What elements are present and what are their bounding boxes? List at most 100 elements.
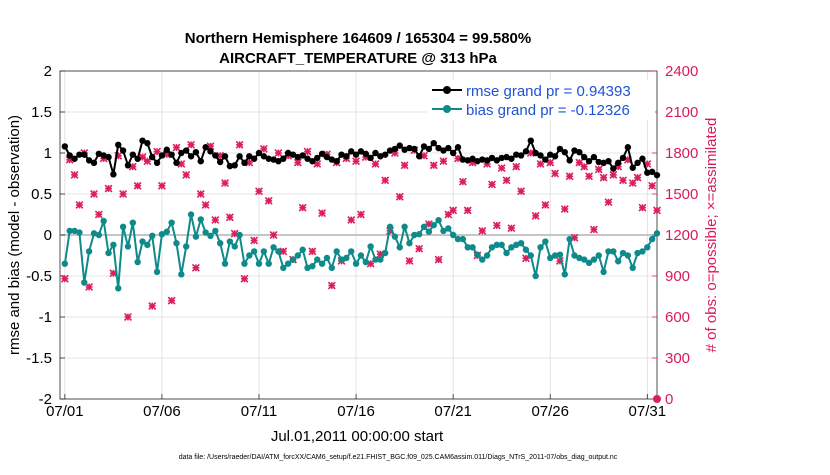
obs-marker <box>604 198 613 207</box>
bias-point <box>250 248 258 255</box>
rmse-point <box>367 154 374 162</box>
bias-point <box>173 240 180 247</box>
rmse-point <box>202 144 209 151</box>
obs-marker <box>594 165 603 174</box>
bias-point <box>469 244 476 251</box>
rmse-point <box>236 153 243 160</box>
bias-point <box>614 258 622 265</box>
y2-tick-label: 1200 <box>665 227 698 244</box>
obs-marker <box>478 226 487 235</box>
rmse-point <box>648 168 656 176</box>
rmse-point <box>95 150 103 158</box>
bias-point <box>338 256 345 263</box>
rmse-point <box>547 151 554 158</box>
bias-point <box>634 249 641 257</box>
obs-marker <box>458 177 467 186</box>
y2-tick-label: 900 <box>665 268 690 285</box>
y2-tick-label: 0 <box>665 391 673 408</box>
rmse-point <box>483 157 491 164</box>
obs-marker <box>434 255 443 264</box>
bias-point <box>192 233 200 240</box>
bias-point <box>144 241 151 249</box>
y2-tick-label: 1800 <box>665 145 698 162</box>
bias-point <box>115 285 122 292</box>
obs-marker <box>400 161 409 170</box>
x-tick-label: 07/21 <box>434 403 472 420</box>
rmse-point <box>260 153 268 160</box>
rmse-point <box>318 150 326 158</box>
rmse-point <box>445 144 452 152</box>
x-tick-label: 07/26 <box>531 403 569 420</box>
y-axis-label: rmse and bias (model - observation) <box>6 115 23 355</box>
bias-point <box>149 232 156 240</box>
obs-marker <box>580 162 589 171</box>
obs-marker <box>352 157 361 166</box>
bias-point <box>522 246 530 253</box>
rmse-point <box>566 157 573 164</box>
bias-point <box>304 264 311 271</box>
bias-point <box>333 248 340 255</box>
bias-point <box>352 260 360 267</box>
bias-point <box>226 238 234 245</box>
bias-point <box>372 256 379 263</box>
bias-point <box>508 244 515 251</box>
rmse-point <box>119 147 127 154</box>
obs-marker <box>415 244 424 253</box>
rmse-point <box>178 149 185 157</box>
obs-series <box>60 140 661 403</box>
x-axis-label: Jul.01,2011 00:00:00 start <box>271 428 444 445</box>
rmse-point <box>377 153 384 160</box>
rmse-point <box>430 139 437 147</box>
obs-marker <box>536 159 545 168</box>
obs-marker <box>648 181 657 190</box>
obs-marker <box>264 196 273 205</box>
bias-point <box>610 248 617 255</box>
obs-marker <box>221 179 229 188</box>
bias-point <box>178 271 185 278</box>
y-tick-label: 1.5 <box>31 104 52 121</box>
y2-axis-ticks: 0 300 600 900 1200 1500 1800 2100 2400 <box>652 63 698 408</box>
rmse-point <box>653 171 661 179</box>
rmse-point <box>585 158 593 165</box>
obs-marker <box>123 313 132 321</box>
obs-marker <box>488 180 496 189</box>
rmse-point <box>454 144 462 151</box>
bias-point <box>381 249 389 257</box>
rmse-point <box>173 159 180 167</box>
rmse-point <box>624 144 632 151</box>
bias-point <box>445 225 452 232</box>
obs-marker <box>70 170 79 179</box>
rmse-point <box>440 147 447 154</box>
rmse-point <box>241 159 248 167</box>
rmse-point <box>294 153 302 161</box>
obs-marker <box>240 274 249 283</box>
rmse-point <box>343 153 350 160</box>
bias-point <box>430 221 437 229</box>
obs-marker <box>429 161 438 170</box>
bias-point <box>644 244 651 251</box>
rmse-point <box>542 156 549 163</box>
bias-point <box>76 229 83 236</box>
rmse-point <box>192 148 200 156</box>
rmse-point <box>459 156 467 163</box>
rmse-point <box>110 171 117 178</box>
obs-marker <box>274 149 283 157</box>
rmse-point <box>216 158 224 166</box>
bias-point <box>309 262 316 270</box>
bias-point <box>216 240 224 247</box>
rmse-point <box>158 152 166 159</box>
y-tick-label: -1 <box>39 309 52 326</box>
bias-point <box>110 241 117 249</box>
rmse-point <box>522 148 530 155</box>
obs-marker <box>327 281 336 290</box>
bias-point <box>66 227 73 235</box>
bias-point <box>639 248 646 255</box>
rmse-point <box>605 158 612 165</box>
bias-point <box>182 243 190 250</box>
rmse-point <box>129 151 137 158</box>
y2-tick-label: 300 <box>665 350 690 367</box>
obs-marker <box>182 170 191 179</box>
bias-point <box>386 223 394 230</box>
obs-marker <box>148 302 157 311</box>
rmse-point <box>634 159 641 167</box>
